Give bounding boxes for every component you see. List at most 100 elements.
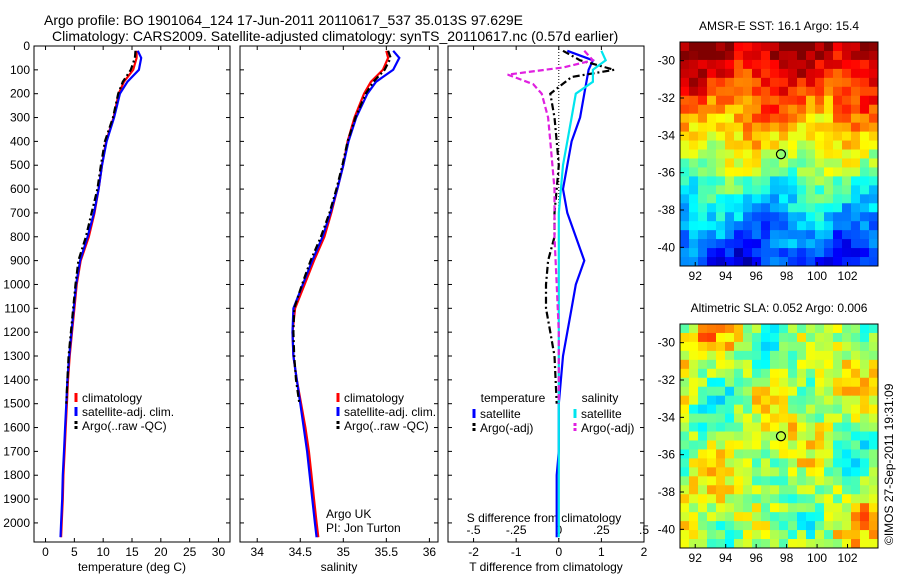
heatmap-cell: [788, 203, 798, 213]
heatmap-cell: [842, 221, 852, 231]
heatmap-cell: [779, 167, 789, 177]
heatmap-cell: [752, 332, 762, 343]
heatmap-cell: [797, 176, 807, 186]
heatmap-cell: [743, 194, 753, 204]
heatmap-cell: [743, 324, 753, 334]
y-tick-label: 300: [10, 111, 30, 125]
heatmap-cell: [770, 324, 780, 334]
heatmap-cell: [788, 467, 798, 477]
heatmap-cell: [869, 122, 879, 132]
heatmap-cell: [869, 476, 879, 486]
heatmap-cell: [770, 194, 780, 204]
heatmap-cell: [716, 485, 726, 495]
heatmap-cell: [761, 324, 771, 334]
heatmap-cell: [851, 248, 861, 258]
heatmap-cell: [770, 203, 780, 213]
heatmap-cell: [788, 185, 798, 195]
heatmap-cell: [734, 350, 744, 361]
heatmap-cell: [860, 350, 870, 361]
heatmap-cell: [770, 377, 780, 388]
heatmap-cell: [788, 458, 798, 468]
heatmap-cell: [743, 203, 753, 213]
heatmap-cell: [851, 212, 861, 222]
heatmap-cell: [824, 476, 834, 486]
heatmap-cell: [761, 431, 771, 441]
heatmap-cell: [716, 476, 726, 486]
heatmap-cell: [680, 59, 690, 70]
heatmap-cell: [725, 332, 735, 343]
heatmap-cell: [833, 95, 843, 106]
heatmap-cell: [770, 212, 780, 222]
heatmap-cell: [779, 230, 789, 240]
heatmap-cell: [851, 68, 861, 79]
heatmap-cell: [824, 122, 834, 132]
heatmap-cells: [680, 42, 879, 267]
heatmap-cell: [851, 131, 861, 141]
heatmap-cell: [743, 158, 753, 168]
heatmap-cell: [842, 386, 852, 397]
heatmap-cell: [716, 512, 726, 522]
y-tick-label: 1200: [3, 325, 30, 339]
heatmap-cell: [824, 230, 834, 240]
heatmap-cell: [716, 131, 726, 141]
heatmap-cell: [770, 449, 780, 459]
heatmap-cell: [860, 449, 870, 459]
heatmap-cell: [698, 104, 708, 115]
heatmap-cell: [743, 167, 753, 177]
heatmap-cell: [833, 440, 843, 450]
heatmap-cell: [707, 185, 717, 195]
heatmap-cell: [680, 86, 690, 97]
heatmap-cell: [725, 359, 735, 370]
heatmap-cell: [716, 449, 726, 459]
heatmap-cell: [833, 140, 843, 150]
heatmap-cell: [680, 521, 690, 531]
heatmap-cell: [779, 350, 789, 361]
heatmap-cell: [752, 359, 762, 370]
heatmap-cell: [779, 512, 789, 522]
heatmap-cell: [725, 230, 735, 240]
heatmap-cell: [680, 539, 690, 549]
heatmap-cell: [761, 476, 771, 486]
heatmap-cell: [851, 104, 861, 115]
map-x-tick-label: 98: [780, 269, 794, 283]
heatmap-cell: [707, 324, 717, 334]
heatmap-cell: [833, 158, 843, 168]
heatmap-cell: [815, 458, 825, 468]
heatmap-cell: [869, 368, 879, 379]
heatmap-cell: [743, 59, 753, 70]
heatmap-cell: [761, 230, 771, 240]
heatmap-cell: [824, 422, 834, 432]
heatmap-cell: [698, 377, 708, 388]
heatmap-cell: [752, 113, 762, 124]
heatmap-cell: [761, 212, 771, 222]
heatmap-cell: [680, 530, 690, 540]
heatmap-cell: [797, 167, 807, 177]
heatmap-cell: [716, 176, 726, 186]
heatmap-cell: [833, 395, 843, 406]
heatmap-cell: [725, 42, 735, 52]
heatmap-cell: [797, 476, 807, 486]
heatmap-cell: [842, 458, 852, 468]
heatmap-cell: [842, 324, 852, 334]
annotation-text: PI: Jon Turton: [326, 521, 401, 535]
heatmap-cell: [806, 104, 816, 115]
heatmap-cell: [797, 95, 807, 106]
heatmap-cell: [734, 458, 744, 468]
heatmap-cell: [770, 404, 780, 414]
heatmap-cell: [725, 212, 735, 222]
heatmap-cell: [869, 230, 879, 240]
heatmap-cell: [689, 68, 699, 79]
heatmap-cell: [797, 230, 807, 240]
heatmap-cell: [860, 42, 870, 52]
heatmap-cell: [743, 257, 753, 267]
heatmap-cell: [788, 341, 798, 352]
heatmap-cell: [797, 440, 807, 450]
heatmap-cell: [761, 248, 771, 258]
heatmap-cell: [833, 359, 843, 370]
heatmap-cell: [707, 149, 717, 159]
heatmap-cell: [842, 332, 852, 343]
heatmap-cell: [815, 239, 825, 249]
series-line-argo-raw-qc-: [292, 50, 392, 404]
heatmap-cell: [689, 359, 699, 370]
heatmap-cell: [824, 212, 834, 222]
